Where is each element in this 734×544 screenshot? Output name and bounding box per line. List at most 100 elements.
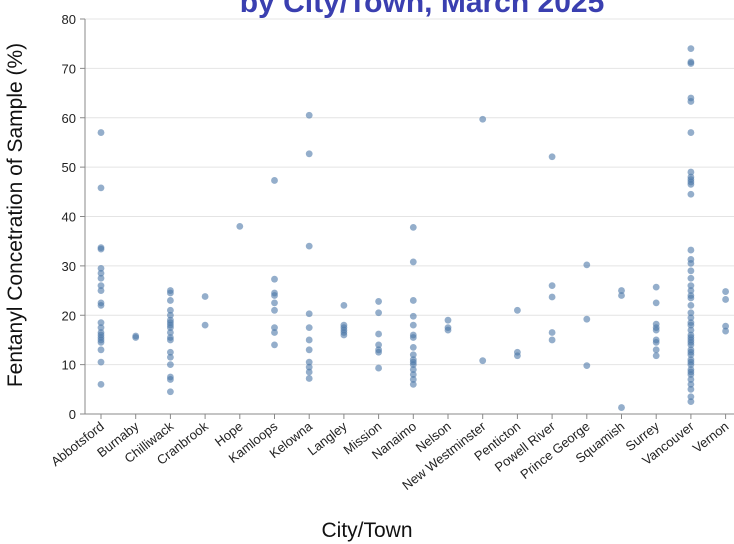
point: [409, 297, 417, 304]
point: [409, 258, 417, 266]
point: [97, 319, 105, 327]
point: [97, 282, 105, 290]
point: [271, 275, 278, 283]
point: [340, 331, 348, 339]
point: [305, 363, 313, 371]
point: [652, 346, 660, 354]
point: [548, 282, 556, 290]
x-tick-label: Vernon: [690, 419, 732, 456]
point: [305, 375, 313, 382]
point: [687, 321, 695, 329]
point: [652, 326, 660, 334]
point: [583, 362, 591, 370]
point: [375, 348, 382, 356]
point: [97, 339, 105, 346]
point: [305, 336, 313, 344]
point: [409, 380, 417, 388]
point: [271, 292, 278, 299]
point: [97, 358, 105, 366]
point: [167, 329, 174, 336]
point: [305, 324, 313, 331]
point: [409, 312, 417, 320]
point: [97, 287, 105, 294]
point: [687, 181, 695, 188]
point: [97, 274, 105, 282]
point: [97, 245, 105, 253]
point: [444, 326, 452, 334]
point: [687, 60, 695, 67]
y-tick-label: 10: [62, 358, 76, 373]
point: [479, 115, 487, 123]
point: [375, 341, 382, 349]
point: [479, 357, 487, 365]
point: [583, 315, 591, 323]
x-tick-label: Abbotsford: [48, 419, 107, 470]
point: [687, 351, 695, 359]
point: [652, 299, 660, 307]
point: [167, 289, 174, 297]
point: [687, 260, 695, 267]
y-tick-label: 30: [62, 259, 76, 274]
point: [409, 343, 417, 351]
point: [687, 282, 695, 290]
point: [687, 376, 695, 383]
point: [305, 310, 313, 318]
point: [687, 341, 695, 349]
point: [167, 336, 174, 344]
point: [548, 153, 556, 161]
point: [548, 336, 556, 344]
point: [548, 293, 556, 301]
point: [687, 301, 695, 309]
point: [652, 283, 660, 291]
point: [652, 352, 660, 360]
point: [305, 346, 313, 354]
point: [687, 129, 695, 136]
point: [618, 292, 625, 299]
point: [514, 306, 521, 314]
point: [167, 376, 174, 383]
point: [167, 324, 174, 331]
point: [97, 129, 105, 136]
point: [201, 321, 209, 329]
point: [687, 287, 695, 294]
point: [132, 334, 140, 341]
point: [409, 223, 417, 231]
point: [409, 351, 417, 359]
y-tick-label: 20: [62, 308, 76, 323]
point: [687, 274, 695, 282]
point: [375, 309, 382, 317]
point: [722, 296, 729, 303]
point: [167, 353, 174, 361]
y-tick-label: 80: [62, 12, 76, 27]
point: [687, 393, 695, 401]
point: [305, 242, 313, 250]
point: [167, 348, 174, 356]
point: [271, 329, 278, 336]
point: [97, 380, 105, 388]
point: [97, 264, 105, 272]
point: [687, 98, 695, 105]
point: [618, 404, 625, 411]
point: [271, 324, 278, 331]
point: [305, 358, 313, 366]
chart-title: by City/Town, March 2025: [240, 0, 605, 19]
point: [271, 299, 278, 307]
point: [687, 168, 695, 176]
point: [236, 222, 244, 230]
point: [687, 398, 695, 406]
point: [305, 111, 313, 119]
point: [167, 297, 174, 304]
y-tick-label: 0: [69, 407, 76, 422]
point: [583, 261, 591, 269]
point: [97, 324, 105, 331]
point: [409, 361, 417, 369]
point: [444, 316, 452, 324]
point: [687, 371, 695, 378]
point: [409, 334, 417, 341]
point: [375, 364, 382, 372]
point: [97, 184, 105, 192]
point: [305, 368, 313, 376]
point: [687, 246, 695, 254]
point: [375, 298, 382, 305]
